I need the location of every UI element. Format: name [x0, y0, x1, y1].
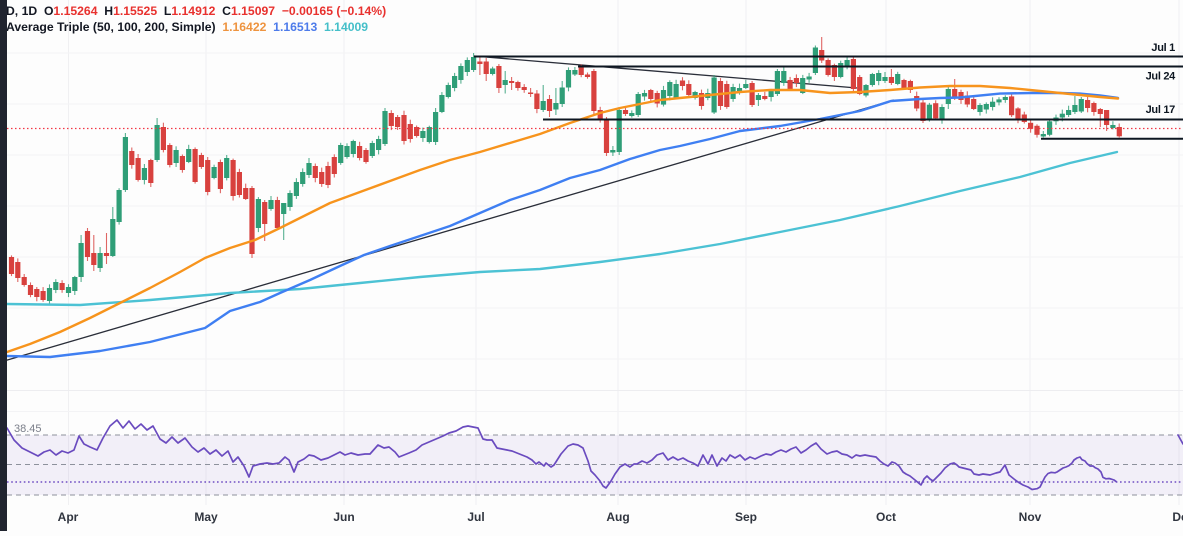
svg-text:Jul 17: Jul 17	[1146, 104, 1176, 116]
svg-text:De: De	[1172, 510, 1183, 524]
svg-text:Jun: Jun	[333, 510, 354, 524]
svg-text:Jul 1: Jul 1	[1151, 42, 1175, 54]
svg-text:Aug: Aug	[606, 510, 629, 524]
svg-text:38.45: 38.45	[14, 423, 42, 435]
svg-text:Jul 24: Jul 24	[1146, 71, 1177, 83]
svg-text:Nov: Nov	[1019, 510, 1042, 524]
svg-text:Jul: Jul	[467, 510, 484, 524]
svg-text:May: May	[194, 510, 218, 524]
svg-text:Average Triple (50, 100, 200,: Average Triple (50, 100, 200, Simple) 1.…	[6, 20, 368, 34]
svg-text:Apr: Apr	[58, 510, 79, 524]
svg-text:Sep: Sep	[735, 510, 757, 524]
svg-text:Oct: Oct	[876, 510, 896, 524]
svg-text:D, 1D O1.15264 H1.15525 L1.: D, 1D O1.15264 H1.15525 L1.14912 C1.1509…	[6, 4, 386, 18]
